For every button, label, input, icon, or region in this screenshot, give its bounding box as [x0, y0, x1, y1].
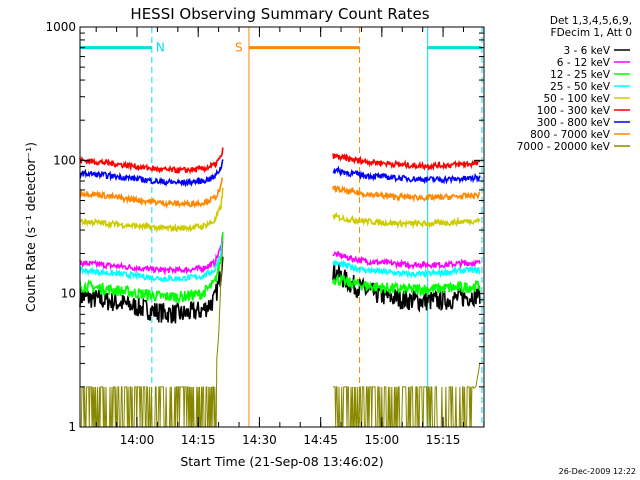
series-line — [79, 256, 224, 324]
marker-s: S — [235, 27, 361, 427]
series-line — [332, 152, 481, 171]
marker-label: S — [235, 41, 243, 55]
x-tick-label: 14:15 — [181, 433, 216, 447]
series-100-300-kev — [79, 147, 481, 175]
legend-label: 300 - 800 keV — [537, 117, 611, 129]
x-tick-label: 14:45 — [303, 433, 338, 447]
y-axis: 1 10 100 1000 — [45, 20, 484, 434]
x-axis-label: Start Time (21-Sep-08 13:46:02) — [180, 454, 383, 469]
x-tick-label: 14:00 — [120, 433, 155, 447]
series-12-25-kev — [79, 232, 481, 305]
legend-label: 50 - 100 keV — [543, 93, 610, 105]
series-line — [333, 363, 481, 428]
x-tick-label: 14:30 — [242, 433, 277, 447]
series-3-6-kev — [79, 256, 481, 324]
legend-label: 6 - 12 keV — [557, 57, 611, 69]
series-line — [79, 239, 224, 284]
series-50-100-kev — [79, 187, 481, 234]
series-line — [79, 187, 224, 234]
y-axis-label: Count Rate (s⁻¹ detector⁻¹) — [23, 142, 38, 312]
series-line — [79, 232, 224, 276]
series-line — [332, 211, 481, 230]
series-lines — [79, 147, 481, 428]
legend: Det 1,3,4,5,6,9,FDecim 1, Att 0 3 - 6 keV… — [517, 15, 632, 153]
legend-label: 3 - 6 keV — [563, 45, 610, 57]
y-tick-label: 1 — [68, 420, 76, 434]
series-line — [332, 273, 481, 298]
legend-label: 800 - 7000 keV — [530, 129, 611, 141]
legend-label: 100 - 300 keV — [537, 105, 611, 117]
x-axis: 14:00 14:15 14:30 14:45 15:00 15:15 — [95, 27, 485, 447]
series-300-800-kev — [79, 159, 481, 188]
timestamp: 26-Dec-2009 12:22 — [559, 467, 636, 476]
marker-label: N — [156, 41, 165, 55]
series-25-50-kev — [79, 239, 481, 284]
series-line — [332, 261, 481, 313]
series-line — [332, 165, 481, 185]
series-line — [79, 159, 224, 188]
y-tick-label: 100 — [53, 153, 76, 167]
series-line — [332, 250, 481, 271]
series-line — [79, 147, 224, 175]
legend-label: 25 - 50 keV — [550, 81, 611, 93]
series-line — [80, 240, 224, 428]
y-tick-label: 1000 — [45, 20, 76, 34]
series-800-7000-kev — [79, 177, 481, 210]
chart-title: HESSI Observing Summary Count Rates — [130, 5, 429, 23]
legend-header: FDecim 1, Att 0 — [551, 27, 632, 39]
y-tick-label: 10 — [61, 287, 76, 301]
x-tick-label: 15:00 — [365, 433, 400, 447]
x-tick-label: 15:15 — [426, 433, 461, 447]
plot-frame — [79, 26, 485, 428]
series-line — [79, 177, 224, 210]
legend-label: 7000 - 20000 keV — [517, 141, 611, 153]
legend-label: 12 - 25 keV — [550, 69, 611, 81]
series-line — [332, 259, 481, 280]
series-line — [332, 185, 481, 203]
legend-header: Det 1,3,4,5,6,9, — [550, 15, 632, 27]
series-line — [79, 232, 224, 305]
series-6-12-kev — [79, 232, 481, 276]
marker-cyan — [427, 27, 483, 427]
